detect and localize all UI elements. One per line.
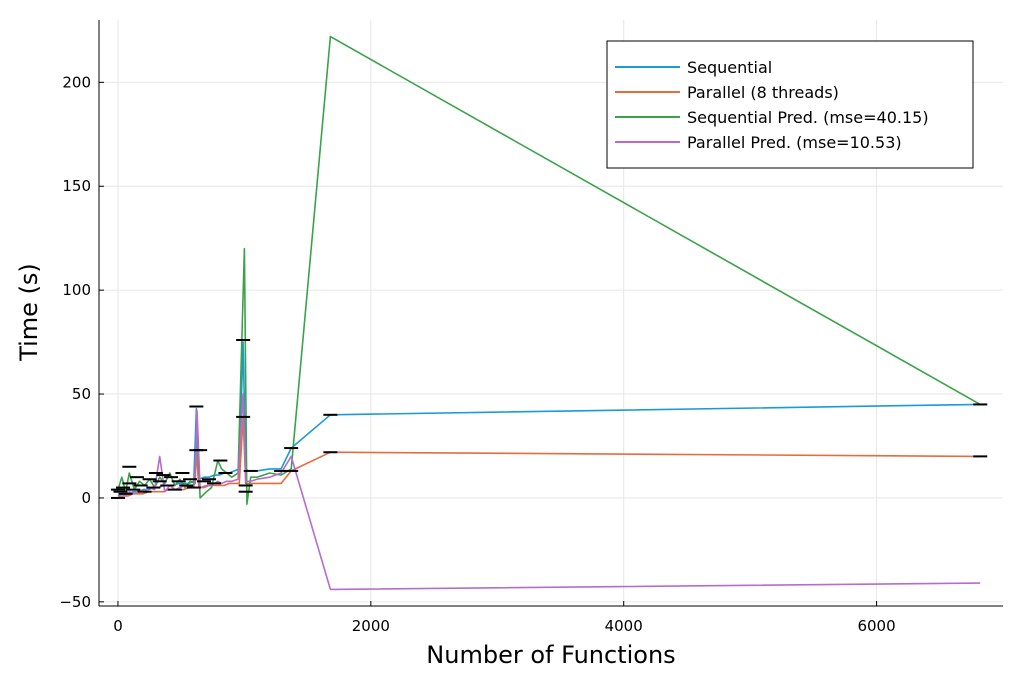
y-tick-label: 50 (72, 385, 91, 403)
y-tick-label: 0 (81, 489, 91, 507)
error-bars (110, 339, 988, 499)
x-tick-label: 0 (113, 617, 123, 635)
legend: Sequential Parallel (8 threads) Sequenti… (606, 40, 974, 169)
y-tick-labels: −50 0 50 100 150 200 (59, 73, 91, 611)
y-tick-label: 200 (62, 73, 91, 91)
legend-label-sequential: Sequential (687, 58, 772, 77)
legend-label-sequential-pred: Sequential Pred. (mse=40.15) (687, 108, 929, 127)
x-tick-label: 4000 (605, 617, 643, 635)
legend-label-parallel: Parallel (8 threads) (687, 83, 839, 102)
x-axis-label: Number of Functions (426, 641, 675, 669)
axes (98, 20, 1003, 607)
x-tick-labels: 0 2000 4000 6000 (113, 617, 895, 635)
legend-label-parallel-pred: Parallel Pred. (mse=10.53) (687, 133, 902, 152)
y-tick-label: 150 (62, 177, 91, 195)
x-tick-label: 2000 (352, 617, 390, 635)
y-tick-label: 100 (62, 281, 91, 299)
x-tick-label: 6000 (857, 617, 895, 635)
legend-box (606, 40, 974, 169)
y-tick-label: −50 (59, 593, 91, 611)
y-axis-label: Time (s) (15, 263, 43, 362)
